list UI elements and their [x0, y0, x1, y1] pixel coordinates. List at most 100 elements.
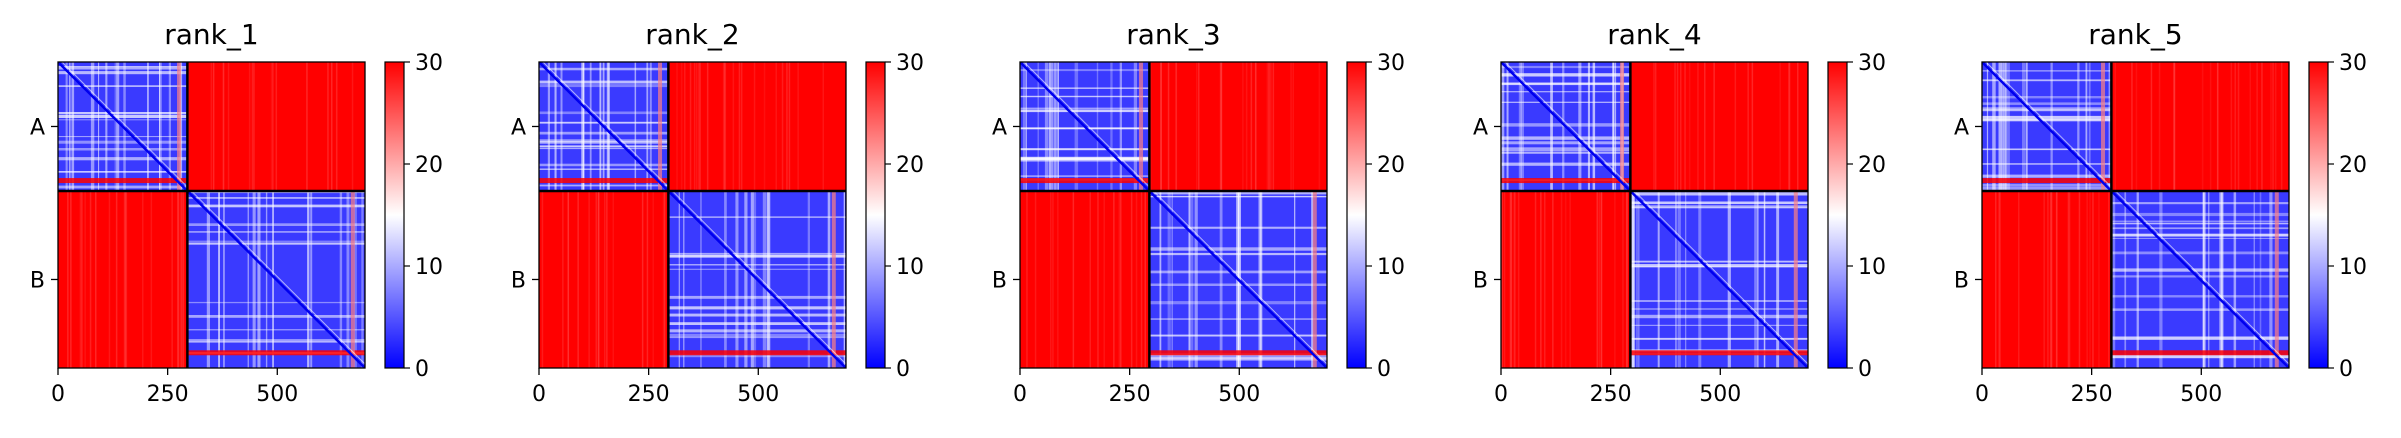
chain-B-block-hband: [668, 295, 846, 299]
chain-B-block-hband: [187, 301, 365, 304]
chain-A-block-hband: [58, 136, 188, 138]
x-tick-label: 250: [628, 382, 670, 407]
y-tick-label: A: [1954, 115, 1969, 140]
chain-B-block-edge-v: [2274, 190, 2279, 368]
heatmap-streak: [1544, 62, 1546, 368]
chain-A-block-vband: [2022, 62, 2026, 191]
heatmap-streak: [595, 62, 597, 368]
heatmap-streak: [2092, 62, 2094, 368]
chain-B-block-hband: [1630, 324, 1808, 326]
chain-B-block-hband: [1630, 192, 1808, 196]
chain-B-block-vband: [724, 190, 727, 368]
chain-A-block-vband: [105, 62, 108, 191]
heatmap-streak: [1622, 62, 1624, 368]
chain-A-block-hband: [58, 185, 188, 189]
chain-B-block-hband: [668, 313, 846, 317]
chain-B-block-hband: [668, 322, 846, 325]
chain-B-block-vband: [1259, 190, 1263, 368]
heatmap-streak: [1103, 62, 1105, 368]
chain-A-block-edge: [1020, 178, 1150, 184]
x-tick-label: 0: [1013, 382, 1027, 407]
heatmap-streak: [2067, 62, 2069, 368]
chain-B-block-vband: [750, 190, 754, 368]
chain-B-block-vband: [2221, 190, 2224, 368]
heatmap-streak: [2050, 62, 2053, 368]
chain-A-block-vband: [560, 62, 563, 191]
chain-A-block-hband: [1982, 118, 2112, 121]
colorbar-tick-label: 10: [1858, 255, 1886, 280]
chain-A-block-vband: [1587, 62, 1590, 191]
chain-B-block-vband: [2253, 190, 2255, 368]
chain-B-block-hband: [668, 252, 846, 255]
chain-B-block-diagonal-halo: [1153, 190, 1327, 365]
chain-B-block-vband: [218, 190, 220, 368]
chain-B-block-vband: [272, 190, 274, 368]
chain-A-block-hband: [58, 119, 188, 121]
heatmap-streak: [1050, 62, 1052, 368]
heatmap-streak: [652, 62, 654, 368]
chain-A-block-vband: [1501, 62, 1505, 191]
chain-A-block-vband: [2004, 62, 2007, 191]
chain-A-block-hband: [1501, 65, 1631, 69]
heatmap-streak: [1995, 62, 1997, 368]
chain-A-block-diagonal-halo: [61, 62, 188, 188]
chain-A-block-hband: [1982, 102, 2112, 105]
heatmap-streak: [2018, 62, 2020, 368]
chain-B-block-vband: [339, 190, 343, 368]
chain-B-block-edge: [668, 350, 846, 356]
chain-B-block-diagonal-halo: [2115, 190, 2289, 365]
chain-A-block-vband: [90, 62, 95, 191]
chain-A-block-vband: [1520, 62, 1524, 191]
chain-B-block-vband: [1677, 190, 1681, 368]
chain-A-block-vband: [2006, 62, 2010, 191]
x-tick-label: 500: [2180, 382, 2222, 407]
chain-B-block-hband: [2111, 336, 2289, 340]
chain-B-block-hband: [1149, 301, 1327, 305]
chain-B-block-hband: [668, 264, 846, 266]
chain-B-block-vband: [700, 190, 702, 368]
colorbar-tick-label: 20: [2339, 153, 2367, 178]
chain-A-block-hband: [1501, 141, 1631, 145]
chain-A-block-edge: [58, 178, 188, 184]
heatmap-streak: [89, 62, 92, 368]
chain-B-block-hband: [1149, 270, 1327, 274]
chain-B-block-vband: [1675, 190, 1677, 368]
chain-B-block-hband: [1630, 308, 1808, 310]
panel-rank_5: rank_5 A B 0 250 500 0 10 20 30: [1954, 18, 2367, 407]
chain-A-block-vband: [147, 62, 149, 191]
chain-A-block-diagonal: [1020, 62, 1151, 192]
chain-A-block-vband: [71, 62, 75, 191]
chain-A-block-edge: [1982, 178, 2112, 184]
chain-B-block-hband: [2111, 227, 2289, 230]
chain-B-block-hband: [1149, 195, 1327, 198]
chain-B-block-vband: [807, 190, 810, 368]
chain-B-block-diagonal-halo: [1634, 190, 1808, 365]
chain-A-block-vband: [1096, 62, 1099, 191]
y-tick-label: B: [511, 268, 526, 293]
chain-B-block-vband: [1685, 190, 1687, 368]
chain-A-block-hband: [58, 71, 188, 75]
chain-A-block-vband: [1053, 62, 1057, 191]
chain-A-block-hband: [58, 148, 188, 151]
colorbar-tick-label: 20: [896, 153, 924, 178]
heatmap-streak: [567, 62, 569, 368]
heatmap-area: [58, 62, 365, 368]
colorbar-tick-label: 20: [1858, 153, 1886, 178]
heatmap-streak: [1026, 62, 1028, 368]
chain-B-block-vband: [1188, 190, 1191, 368]
chain-B-block-hband: [187, 315, 365, 318]
chain-B-block-diagonal-halo: [191, 190, 365, 365]
heatmap-area: [1020, 62, 1327, 368]
panel-title: rank_3: [1126, 18, 1220, 51]
chain-B-block-vband: [843, 190, 845, 368]
chain-A-block-diagonal-halo: [542, 62, 669, 188]
chain-B-block-vband: [766, 190, 770, 368]
chain-A-block-vband: [114, 62, 116, 191]
chain-B-block-diagonal: [667, 190, 846, 368]
chain-B-block-vband: [1631, 190, 1635, 368]
colorbar-tick-label: 20: [415, 153, 443, 178]
heatmap-streak: [1057, 62, 1059, 368]
panel-rank_4: rank_4 A B 0 250 500 0 10 20 30: [1473, 18, 1886, 407]
y-tick-label: B: [1954, 268, 1969, 293]
chain-B-block-vband: [1190, 190, 1194, 368]
